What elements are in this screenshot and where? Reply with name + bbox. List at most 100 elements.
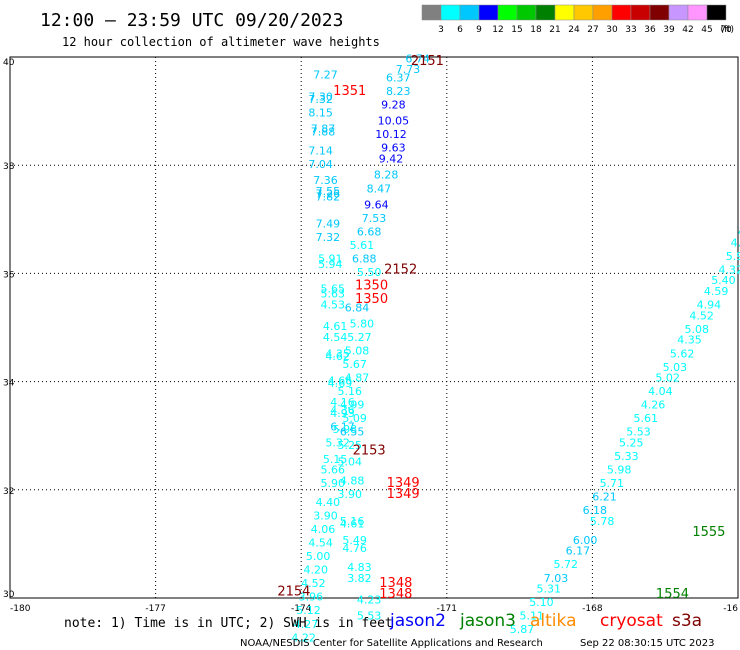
wave-height-value: 5.63 [320, 288, 345, 301]
wave-height-value: 5.09 [342, 412, 367, 425]
wave-height-value: 5.98 [607, 464, 632, 477]
wave-height-value: 5.49 [342, 534, 367, 547]
wave-height-value: 6.74 [405, 52, 430, 65]
colorbar-swatch [573, 4, 594, 21]
plot-area: -180 -177 -174 -171 -168 -16 30 32 34 36 38 40 7.27… [3, 52, 740, 644]
wave-height-value: 5.53 [357, 610, 382, 623]
wave-height-value: 4.93 [330, 407, 355, 420]
wave-height-value: 4.59 [704, 285, 729, 298]
colorbar-swatch [421, 4, 442, 21]
x-tick-label: -16 [723, 604, 738, 614]
pass-number-label: 2151 [411, 54, 444, 69]
wave-height-value: 6.00 [573, 534, 598, 547]
y-tick-label: 30 [3, 590, 15, 600]
grid [10, 57, 738, 598]
wave-height-value: 3.96 [299, 591, 324, 604]
wave-height-value: 4.66 [328, 374, 353, 387]
wave-height-value: 5.31 [536, 583, 561, 596]
wave-height-value: 5.03 [663, 361, 688, 374]
wave-height-value: 5.04 [337, 455, 362, 468]
colorbar-label: 27 [587, 25, 598, 35]
wave-height-value: 6.21 [592, 491, 617, 504]
wave-height-value: 5.08 [345, 345, 370, 358]
pass-number-label: 1555 [692, 525, 725, 540]
wave-height-value: 4.61 [340, 518, 365, 531]
wave-height-value: 4.22 [291, 631, 316, 644]
wave-height-value: 7.36 [313, 174, 338, 187]
wave-height-value: 5.15 [323, 453, 348, 466]
wave-height-value: 5.61 [634, 412, 659, 425]
y-tick-label: 34 [3, 379, 15, 389]
wave-height-value: 10.12 [375, 128, 407, 141]
wave-height-value: 9.28 [381, 98, 406, 111]
wave-height-value: 4.32 [718, 263, 740, 276]
colorbar-unit: (ft) [720, 25, 734, 35]
pass-number-label: 1349 [387, 476, 420, 491]
colorbar-swatch [554, 4, 575, 21]
wave-height-value: 6.84 [345, 301, 370, 314]
wave-height-value: 4.52 [301, 577, 326, 590]
legend-cryosat: cryosat [600, 611, 663, 631]
colorbar-swatch [706, 4, 727, 21]
wave-height-value: 4.69 [328, 377, 353, 390]
colorbar-swatch [535, 4, 556, 21]
wave-height-value: 9.63 [381, 142, 406, 155]
wave-height-value: 5.50 [357, 266, 382, 279]
y-tick-label: 32 [3, 487, 14, 497]
wave-height-value: 6.37 [386, 71, 411, 84]
wave-height-value: 5.12 [296, 604, 321, 617]
wave-height-value: 5.08 [684, 323, 709, 336]
wave-height-value: 5.80 [350, 318, 375, 331]
wave-height-value: 5.87 [510, 623, 535, 636]
satellite-legend: jason2 jason3 altika cryosat s3a [389, 611, 702, 631]
wave-height-value: 5.33 [614, 450, 639, 463]
pass-number-label: 1348 [379, 587, 412, 602]
pass-number-label: 1349 [387, 487, 420, 502]
wave-height-value: 4.16 [330, 396, 355, 409]
wave-height-value: 9.64 [364, 198, 389, 211]
wave-height-value: 5.61 [350, 239, 375, 252]
wave-height-value: 4.99 [340, 399, 365, 412]
wave-height-value: 5.67 [342, 358, 367, 371]
colorbar-swatch [592, 4, 613, 21]
footer-timestamp: Sep 22 08:30:15 UTC 2023 [580, 638, 714, 649]
colorbar-label: 30 [606, 25, 618, 35]
pass-number-label: 1348 [379, 576, 412, 591]
wave-height-value: 9.42 [379, 152, 404, 165]
wave-height-value: 4.76 [342, 542, 367, 555]
chart-title: 12:00 – 23:59 UTC 09/20/2023 [40, 10, 343, 31]
x-tick-label: -180 [10, 604, 31, 614]
wave-height-value: 4.83 [347, 561, 372, 574]
legend-jason2: jason2 [389, 611, 446, 631]
wave-height-value: 7.27 [313, 69, 338, 82]
colorbar-label: 18 [530, 25, 542, 35]
wave-height-value: 5.98 [333, 423, 358, 436]
colorbar-label: 70 [720, 25, 732, 35]
wave-height-value: 7.49 [316, 217, 341, 230]
pass-number-label: 1554 [656, 587, 689, 602]
wave-height-value: 4.40 [316, 496, 341, 509]
wave-height-value: 5.66 [320, 464, 345, 477]
wave-height-value: 7.26 [316, 188, 341, 201]
wave-height-value: 5.62 [670, 347, 695, 360]
wave-height-value: 8.47 [367, 182, 392, 195]
wave-height-value: 7.87 [311, 123, 336, 136]
colorbar-swatch [497, 4, 518, 21]
wave-height-value: 5.16 [337, 385, 362, 398]
colorbar-label: 9 [476, 25, 482, 35]
wave-height-value: 4.20 [304, 564, 329, 577]
wave-height-value: 4.36 [330, 404, 355, 417]
wave-height-value: 4.06 [311, 523, 336, 536]
wave-height-labels: 7.277.307.328.157.877.887.147.047.367.55… [291, 52, 740, 644]
wave-height-value: 5.16 [340, 515, 365, 528]
wave-height-value: 5.91 [318, 253, 343, 266]
wave-height-value: 5.25 [619, 437, 644, 450]
wave-height-value: 4.04 [648, 385, 673, 398]
wave-height-value: 8.28 [374, 169, 399, 182]
wave-height-value: 7.55 [316, 185, 341, 198]
pass-number-label: 1350 [355, 292, 388, 307]
colorbar-label: 3 [438, 25, 444, 35]
colorbar-swatch [459, 4, 480, 21]
colorbar: 3 6 9 12 15 18 21 24 27 30 33 36 39 42 45 70(ft) [421, 4, 734, 35]
